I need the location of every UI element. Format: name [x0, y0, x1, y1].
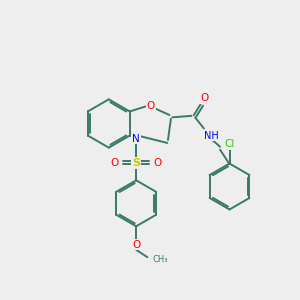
Text: O: O	[147, 101, 155, 111]
Text: S: S	[132, 158, 140, 168]
Text: O: O	[201, 93, 209, 103]
Text: O: O	[111, 158, 119, 168]
Text: N: N	[132, 134, 140, 143]
Text: O: O	[132, 239, 140, 250]
Text: NH: NH	[205, 130, 219, 141]
Text: CH₃: CH₃	[152, 255, 168, 264]
Text: Cl: Cl	[224, 140, 235, 149]
Text: O: O	[153, 158, 161, 168]
